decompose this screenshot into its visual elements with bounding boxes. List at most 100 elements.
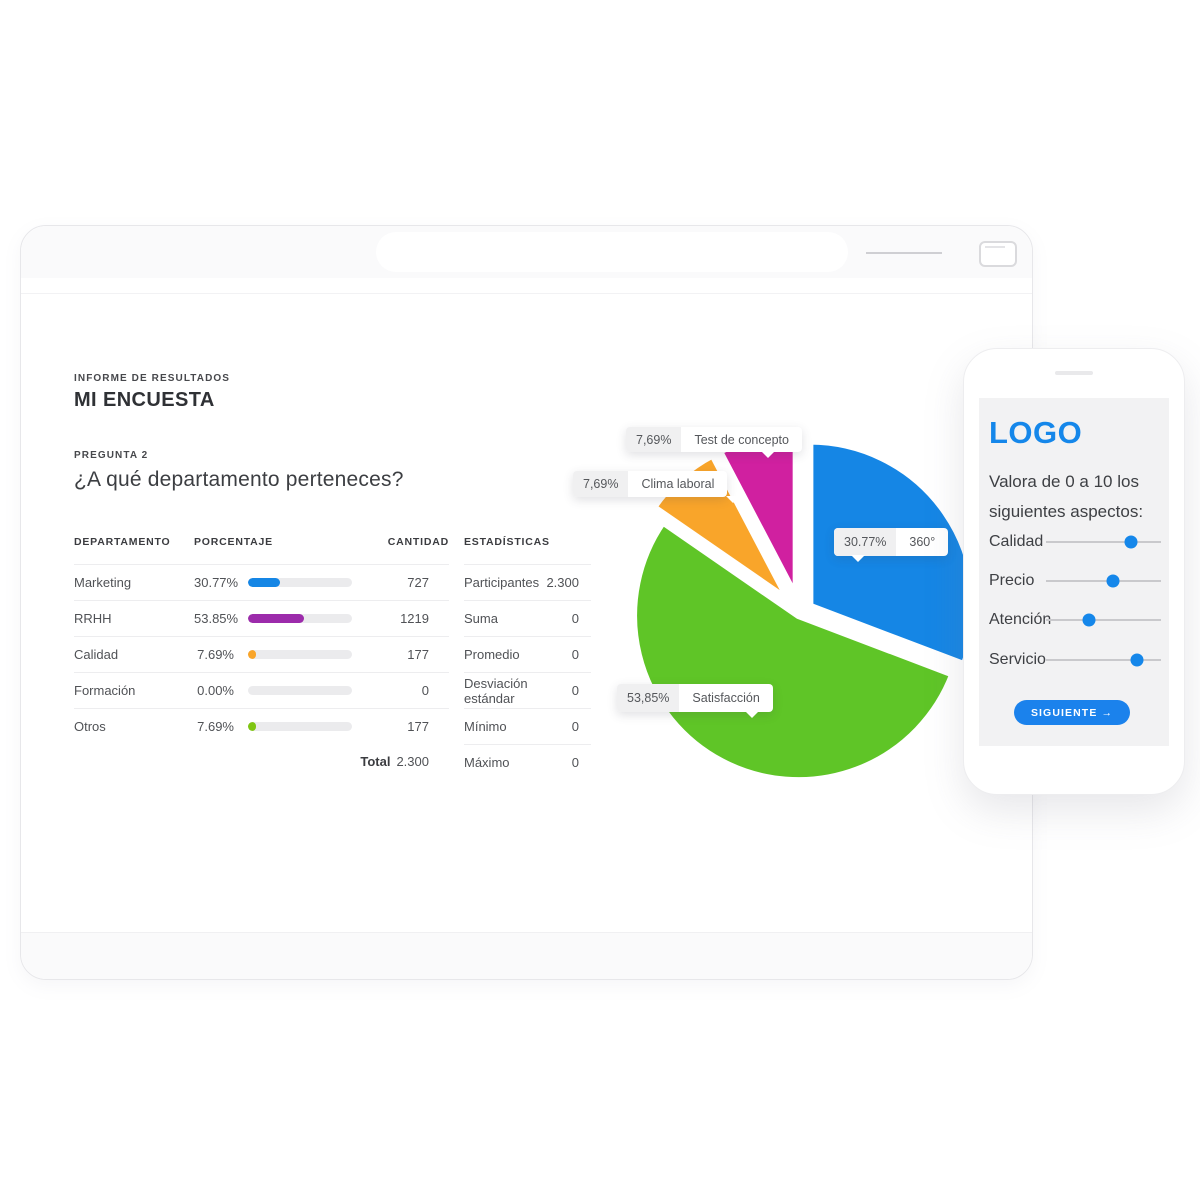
callout-satisfaccion-pct: 53,85% [617, 684, 680, 712]
percentage-cell: 7.69% [197, 647, 234, 662]
header-cantidad: CANTIDAD [387, 536, 449, 548]
callout-clima-laboral: 7,69% Clima laboral [573, 471, 741, 503]
browser-chrome-bar [21, 226, 1032, 279]
stat-value: 0 [571, 755, 579, 770]
percentage-cell: 7.69% [197, 719, 234, 734]
stats-row: Mínimo 0 [464, 709, 591, 745]
percentage-bar-fill [248, 614, 304, 623]
table-row: Calidad 7.69% 177 [74, 637, 449, 673]
department-cell: Formación [74, 683, 136, 698]
slider-label: Precio [989, 572, 1035, 589]
url-bar[interactable] [376, 232, 848, 272]
total-label: Total [360, 754, 391, 769]
slider-thumb[interactable] [1106, 574, 1120, 588]
quantity-cell: 727 [407, 575, 429, 590]
stats-row: Promedio 0 [464, 637, 591, 673]
slider-label: Calidad [989, 533, 1044, 550]
stat-label: Mínimo [464, 719, 507, 734]
slider-track[interactable] [1046, 613, 1161, 627]
question-eyebrow: PREGUNTA 2 [74, 450, 149, 461]
percentage-bar-track [248, 614, 352, 623]
department-table: DEPARTAMENTO PORCENTAJE CANTIDAD Marketi… [74, 536, 449, 779]
quantity-cell: 0 [421, 683, 429, 698]
callout-test-pct: 7,69% [626, 427, 682, 452]
percentage-bar-fill [248, 578, 280, 587]
tabs-icon[interactable] [979, 241, 1017, 267]
slider-row: Precio [989, 571, 1162, 591]
stat-label: Participantes [464, 575, 540, 590]
slider-thumb[interactable] [1082, 613, 1096, 627]
callout-360: 30.77% 360° [834, 528, 949, 562]
percentage-bar-track [248, 578, 352, 587]
percentage-cell: 30.77% [194, 575, 239, 590]
stats-row: Participantes 2.300 [464, 565, 591, 601]
callout-360-pct: 30.77% [834, 528, 897, 556]
callout-360-label: 360° [909, 535, 936, 549]
slider-label: Atención [989, 611, 1052, 628]
header-departamento: DEPARTAMENTO [74, 536, 171, 548]
report-eyebrow: INFORME DE RESULTADOS [74, 373, 231, 384]
browser-subbar [21, 278, 1032, 294]
slider-thumb[interactable] [1124, 535, 1138, 549]
phone-speaker [1055, 371, 1093, 375]
slider-track[interactable] [1046, 653, 1161, 667]
callout-test-de-concepto: 7,69% Test de concepto [626, 427, 802, 458]
question-title: ¿A qué departamento perteneces? [74, 468, 404, 491]
phone-screen [979, 398, 1169, 746]
percentage-bar-track [248, 722, 352, 731]
slider-thumb[interactable] [1130, 653, 1144, 667]
percentage-bar-track [248, 650, 352, 659]
department-table-header: DEPARTAMENTO PORCENTAJE CANTIDAD [74, 536, 449, 565]
stats-row: Suma 0 [464, 601, 591, 637]
department-cell: Otros [74, 719, 106, 734]
table-row: RRHH 53.85% 1219 [74, 601, 449, 637]
survey-prompt: Valora de 0 a 10 los siguientes aspectos… [989, 472, 1144, 521]
percentage-bar-fill [248, 650, 256, 659]
report-title: MI ENCUESTA [74, 389, 215, 411]
callout-satisfaccion-label: Satisfacción [692, 691, 760, 705]
slider-track[interactable] [1046, 535, 1161, 549]
stats-table-header: ESTADÍSTICAS [464, 536, 591, 565]
minimize-dash-icon [866, 252, 942, 254]
slider-row: Calidad [989, 532, 1162, 552]
percentage-bar-track [248, 686, 352, 695]
quantity-cell: 177 [407, 719, 429, 734]
stats-row: Desviación estándar 0 [464, 673, 591, 709]
pie-chart[interactable] [600, 425, 1020, 815]
stat-value: 0 [571, 683, 579, 698]
table-row: Marketing 30.77% 727 [74, 565, 449, 601]
slider-row: Atención [989, 610, 1162, 630]
slider-track[interactable] [1046, 574, 1161, 588]
quantity-cell: 177 [407, 647, 429, 662]
department-cell: Calidad [74, 647, 119, 662]
header-porcentaje: PORCENTAJE [194, 536, 273, 548]
table-row: Otros 7.69% 177 [74, 709, 449, 744]
stats-table: ESTADÍSTICAS Participantes 2.300 Suma 0 Prom… [464, 536, 591, 780]
callout-clima-pct: 7,69% [573, 471, 629, 497]
slider-label: Servicio [989, 651, 1046, 668]
callout-clima-label: Clima laboral [641, 477, 715, 491]
pie-slice-satisfacci-n[interactable] [630, 518, 957, 785]
department-cell: Marketing [74, 575, 132, 590]
next-button[interactable]: SIGUIENTE → [1014, 700, 1130, 725]
tabs-icon-detail [985, 246, 1005, 248]
total-row: Total 2.300 [74, 744, 449, 779]
stat-value: 0 [571, 647, 579, 662]
callout-test-label: Test de concepto [694, 432, 789, 447]
stat-label: Desviación estándar [464, 675, 528, 706]
stat-label: Promedio [464, 647, 520, 662]
stats-row: Máximo 0 [464, 745, 591, 780]
header-estadisticas: ESTADÍSTICAS [464, 536, 550, 548]
stat-value: 2.300 [546, 575, 579, 590]
stat-label: Máximo [464, 755, 510, 770]
phone-mockup: LOGO Valora de 0 a 10 los siguientes asp… [963, 348, 1185, 795]
stat-value: 0 [571, 611, 579, 626]
percentage-cell: 53.85% [194, 611, 239, 626]
callout-satisfaccion: 53,85% Satisfacción [617, 684, 773, 718]
stat-label: Suma [464, 611, 498, 626]
total-value: 2.300 [396, 754, 429, 769]
department-cell: RRHH [74, 611, 112, 626]
percentage-cell: 0.00% [197, 683, 234, 698]
table-row: Formación 0.00% 0 [74, 673, 449, 709]
quantity-cell: 1219 [400, 611, 429, 626]
